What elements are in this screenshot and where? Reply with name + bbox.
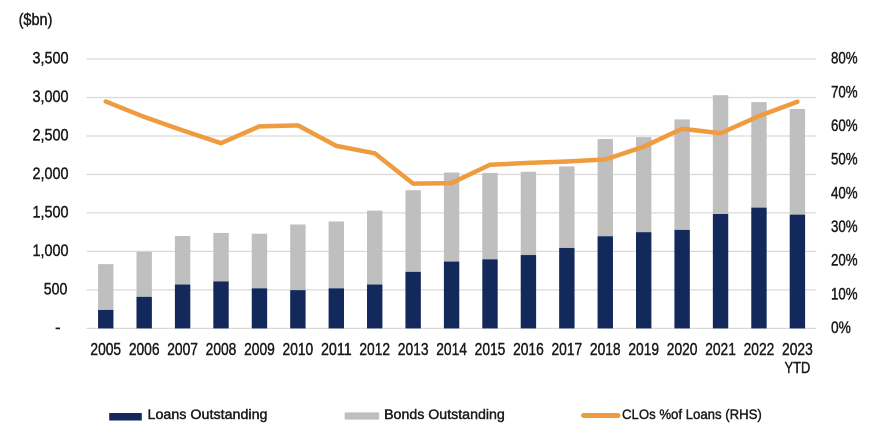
svg-text:50%: 50% bbox=[831, 151, 858, 169]
svg-text:2012: 2012 bbox=[359, 339, 390, 359]
svg-text:Bonds Outstanding: Bonds Outstanding bbox=[384, 407, 505, 423]
svg-text:($bn): ($bn) bbox=[19, 11, 53, 29]
svg-text:20%: 20% bbox=[831, 252, 858, 270]
svg-text:2022: 2022 bbox=[744, 339, 775, 359]
svg-text:30%: 30% bbox=[831, 218, 858, 236]
svg-text:2015: 2015 bbox=[475, 339, 506, 359]
svg-text:3,000: 3,000 bbox=[33, 88, 69, 106]
svg-text:2007: 2007 bbox=[167, 339, 198, 359]
svg-text:2,000: 2,000 bbox=[33, 165, 69, 183]
svg-text:2008: 2008 bbox=[206, 339, 237, 359]
svg-text:YTD: YTD bbox=[785, 360, 811, 377]
svg-text:Loans Outstanding: Loans Outstanding bbox=[148, 407, 268, 423]
svg-text:2006: 2006 bbox=[129, 339, 160, 359]
svg-text:2009: 2009 bbox=[244, 339, 275, 359]
svg-text:2013: 2013 bbox=[398, 339, 429, 359]
svg-text:2014: 2014 bbox=[436, 339, 467, 359]
svg-text:1,500: 1,500 bbox=[33, 204, 69, 222]
svg-text:CLOs %of Loans (RHS): CLOs %of Loans (RHS) bbox=[622, 407, 762, 423]
svg-text:2016: 2016 bbox=[513, 339, 544, 359]
svg-text:3,500: 3,500 bbox=[33, 50, 69, 68]
svg-text:10%: 10% bbox=[831, 285, 858, 303]
svg-text:2010: 2010 bbox=[283, 339, 314, 359]
svg-text:80%: 80% bbox=[831, 50, 858, 68]
svg-text:0%: 0% bbox=[831, 319, 851, 337]
svg-text:70%: 70% bbox=[831, 83, 858, 101]
svg-text:2020: 2020 bbox=[667, 339, 698, 359]
svg-text:2017: 2017 bbox=[552, 339, 583, 359]
svg-text:2019: 2019 bbox=[628, 339, 659, 359]
svg-text:2021: 2021 bbox=[705, 339, 736, 359]
svg-text:40%: 40% bbox=[831, 184, 858, 202]
svg-text:1,000: 1,000 bbox=[33, 242, 69, 260]
svg-text:2,500: 2,500 bbox=[33, 127, 69, 145]
svg-text:2011: 2011 bbox=[321, 339, 352, 359]
svg-text:-: - bbox=[55, 319, 60, 337]
svg-text:2023: 2023 bbox=[782, 339, 813, 359]
svg-text:2018: 2018 bbox=[590, 339, 621, 359]
svg-text:500: 500 bbox=[44, 281, 68, 299]
svg-text:60%: 60% bbox=[831, 117, 858, 135]
svg-text:2005: 2005 bbox=[90, 339, 121, 359]
